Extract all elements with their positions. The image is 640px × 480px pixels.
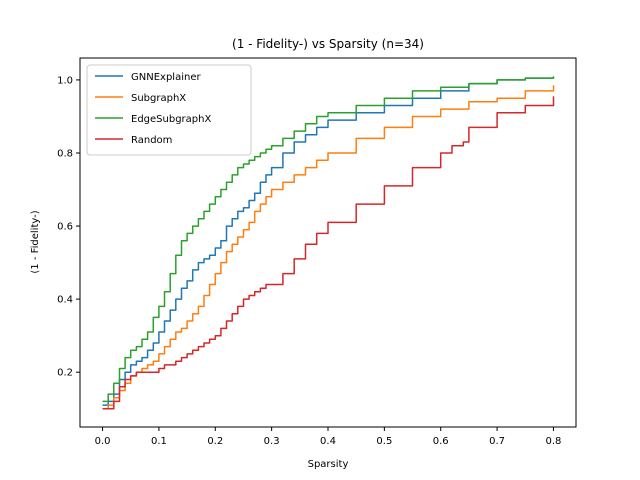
chart-title: (1 - Fidelity-) vs Sparsity (n=34)	[232, 37, 424, 51]
legend-label: EdgeSubgraphX	[131, 114, 211, 125]
y-tick-label: 0.4	[57, 295, 73, 306]
x-tick-label: 0.3	[264, 436, 280, 447]
y-axis: 0.2 0.4 0.6 0.8 1.0	[57, 75, 80, 379]
legend-label: SubgraphX	[131, 93, 186, 104]
legend: GNNExplainer SubgraphX EdgeSubgraphX Random	[86, 64, 252, 156]
series-line-random	[102, 96, 555, 410]
series-line-subgraphx	[102, 85, 555, 410]
x-tick-label: 0.2	[207, 436, 223, 447]
x-tick-label: 0.5	[376, 436, 392, 447]
x-tick-label: 0.1	[151, 436, 167, 447]
y-axis-label: (1 - Fidelity-)	[30, 210, 41, 273]
x-tick-label: 0.6	[433, 436, 449, 447]
x-tick-label: 0.4	[320, 436, 336, 447]
y-tick-label: 1.0	[57, 75, 73, 86]
legend-label: Random	[131, 135, 172, 146]
x-tick-label: 0.0	[95, 436, 111, 447]
x-axis-label: Sparsity	[308, 459, 349, 470]
series-line-edgesubgraphx	[102, 76, 555, 403]
legend-box	[86, 64, 252, 156]
y-tick-label: 0.6	[57, 222, 73, 233]
x-axis: 0.0 0.1 0.2 0.3 0.4 0.5 0.6 0.7 0.8	[95, 427, 562, 447]
plot-area	[102, 76, 555, 410]
y-tick-label: 0.2	[57, 368, 73, 379]
series-line-gnnexplainer	[102, 77, 554, 406]
x-tick-label: 0.7	[489, 436, 505, 447]
x-tick-label: 0.8	[546, 436, 562, 447]
legend-label: GNNExplainer	[131, 72, 201, 83]
y-tick-label: 0.8	[57, 148, 73, 159]
